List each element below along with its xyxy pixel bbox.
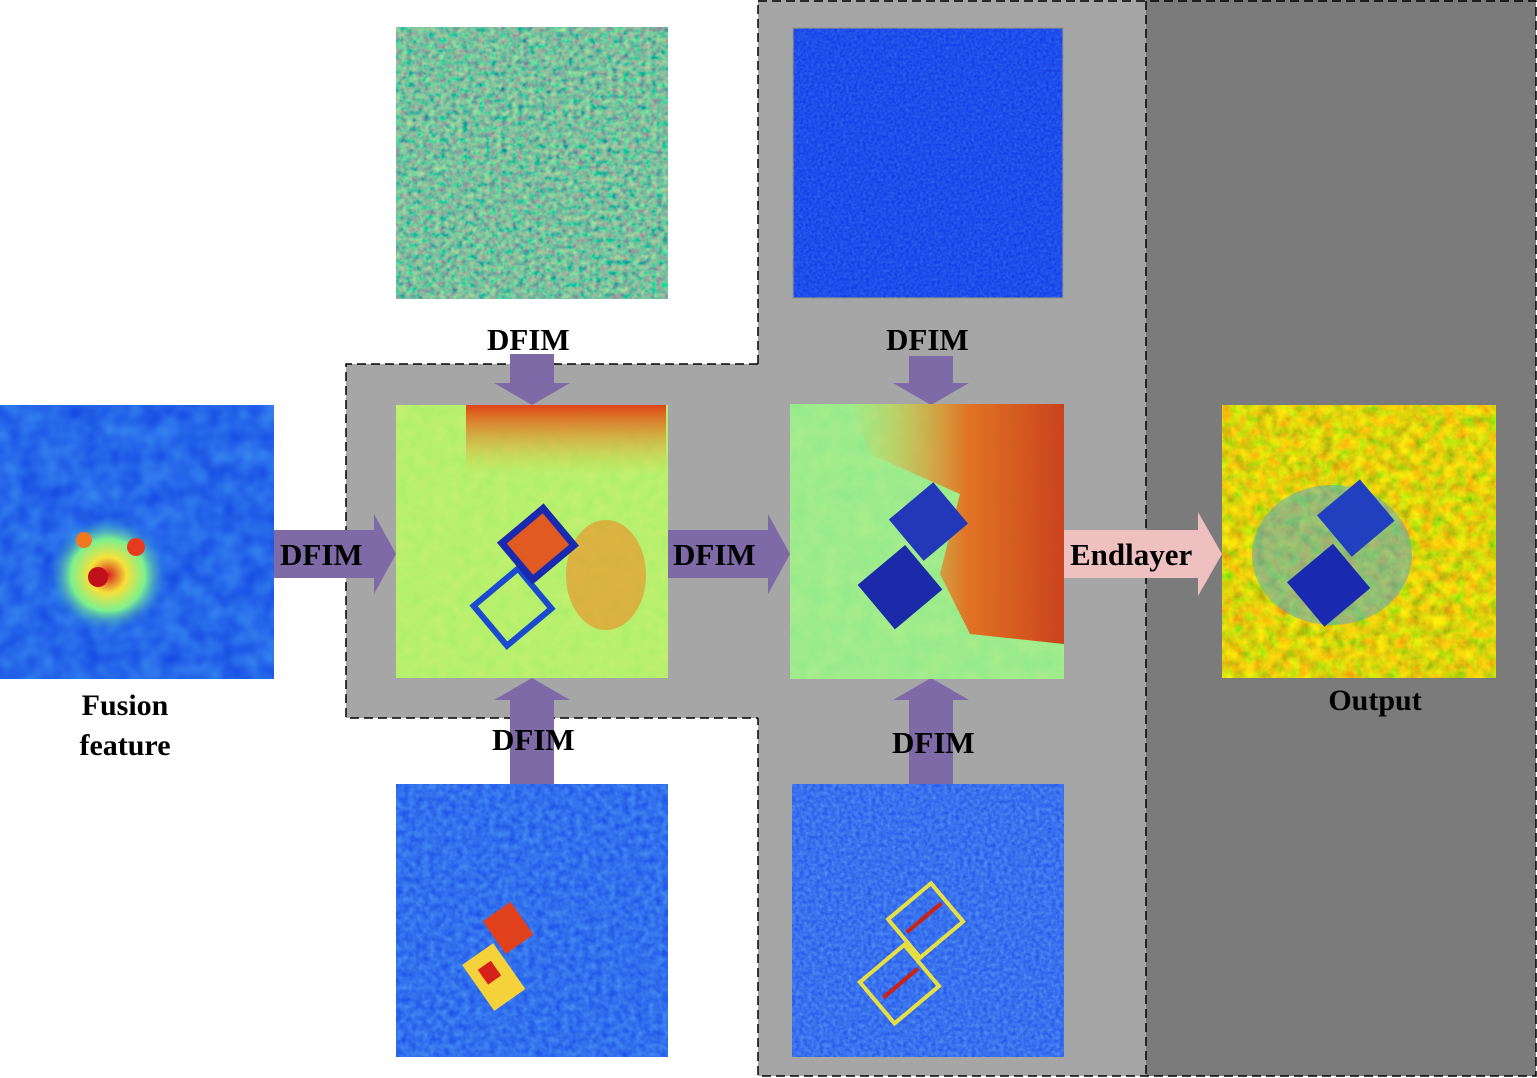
endlayer-label: Endlayer	[1070, 537, 1193, 572]
bottom-left-input-heatmap	[396, 784, 668, 1057]
dfim-label-top-left: DFIM	[487, 322, 570, 357]
dfim-arrow-bottom-right-up	[893, 678, 969, 784]
fusion-feature-heatmap	[0, 405, 274, 679]
fusion-caption-line2: feature	[79, 729, 171, 762]
dfim-label-top-right: DFIM	[886, 322, 969, 357]
dfim-arrow-bottom-left-up	[494, 678, 570, 784]
stage1-output-heatmap	[396, 405, 668, 678]
dfim-arrow-top-left-down	[494, 354, 570, 405]
top-right-input-heatmap	[792, 27, 1064, 299]
bottom-right-input-heatmap	[792, 784, 1064, 1057]
endlayer-arrow	[1064, 512, 1222, 596]
dfim-label-bottom-left: DFIM	[492, 722, 575, 757]
final-output-heatmap	[1222, 405, 1496, 678]
outer-region-outline	[757, 0, 1537, 1077]
fusion-feature-caption: Fusion feature	[25, 686, 225, 766]
dfim-label-stage1-to-stage2: DFIM	[673, 537, 756, 572]
dfim-label-fusion-to-stage1: DFIM	[280, 537, 363, 572]
dfim-arrow-fusion-to-stage1	[274, 514, 396, 594]
top-left-input-heatmap	[396, 27, 668, 299]
dfim-label-bottom-right: DFIM	[892, 725, 975, 760]
dfim-arrow-stage1-to-stage2	[668, 514, 790, 594]
fusion-caption-line1: Fusion	[81, 689, 169, 722]
dfim-arrow-top-right-down	[893, 356, 969, 405]
output-caption: Output	[1328, 684, 1422, 717]
stage2-output-heatmap	[790, 404, 1064, 679]
